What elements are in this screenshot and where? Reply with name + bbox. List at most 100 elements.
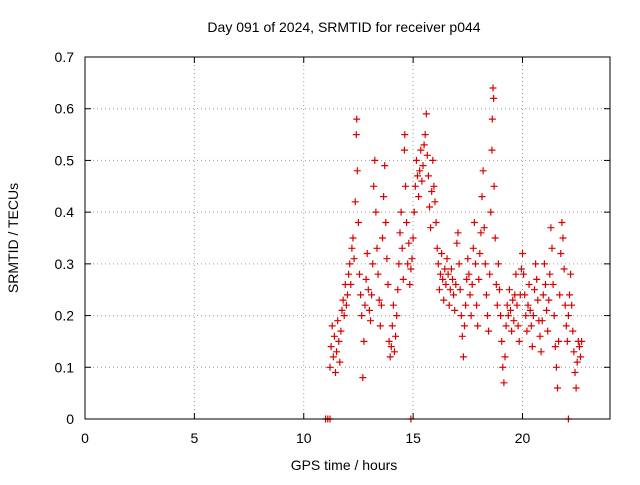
data-point bbox=[402, 182, 409, 190]
data-point bbox=[330, 332, 338, 340]
data-point bbox=[577, 353, 584, 361]
y-tick-label: 0.6 bbox=[55, 101, 75, 117]
data-point bbox=[344, 291, 351, 299]
data-point bbox=[497, 312, 505, 320]
data-point bbox=[573, 358, 581, 366]
data-point bbox=[340, 312, 348, 320]
grid-lines bbox=[85, 57, 610, 419]
data-point bbox=[533, 275, 541, 283]
data-point bbox=[420, 141, 428, 149]
data-point bbox=[575, 343, 583, 351]
data-point bbox=[469, 244, 477, 252]
data-point bbox=[549, 281, 557, 288]
data-point bbox=[401, 131, 409, 139]
data-point bbox=[421, 131, 429, 139]
data-point bbox=[424, 172, 432, 180]
data-point bbox=[387, 343, 395, 351]
data-point bbox=[399, 275, 407, 283]
data-point bbox=[537, 348, 545, 356]
data-point bbox=[490, 94, 498, 102]
data-point bbox=[468, 281, 476, 288]
axis-ticks: 0 0.1 0.2 0.3 0.4 0.5 0.6 0.7 0 5 10 15 20 bbox=[55, 49, 610, 446]
y-tick-label: 0.5 bbox=[55, 152, 75, 168]
data-point bbox=[503, 301, 511, 309]
data-point bbox=[328, 322, 336, 330]
data-point bbox=[527, 322, 535, 330]
data-point bbox=[562, 322, 570, 330]
data-point bbox=[351, 198, 359, 206]
data-point bbox=[409, 234, 417, 242]
data-point bbox=[500, 379, 508, 387]
data-point bbox=[410, 208, 418, 216]
y-axis-label: SRMTID / TECUs bbox=[5, 183, 21, 293]
data-point bbox=[440, 296, 448, 304]
data-point bbox=[555, 337, 563, 345]
data-point bbox=[491, 234, 499, 242]
x-tick-label: 5 bbox=[190, 430, 198, 446]
data-point bbox=[428, 188, 436, 195]
data-point bbox=[375, 296, 383, 304]
data-point bbox=[523, 327, 531, 335]
data-point bbox=[524, 301, 532, 309]
data-point bbox=[540, 260, 548, 268]
data-point bbox=[354, 219, 362, 226]
data-point bbox=[426, 203, 433, 211]
data-point bbox=[442, 281, 450, 288]
data-point bbox=[417, 146, 425, 154]
data-point bbox=[358, 312, 366, 320]
data-point bbox=[353, 167, 361, 175]
data-point bbox=[578, 337, 586, 345]
data-point bbox=[528, 343, 536, 351]
data-point bbox=[434, 260, 442, 268]
data-point bbox=[475, 275, 483, 283]
data-point bbox=[525, 281, 533, 288]
data-point bbox=[534, 296, 542, 304]
data-point bbox=[454, 229, 462, 237]
data-point bbox=[433, 244, 441, 252]
data-point bbox=[377, 301, 385, 309]
data-point bbox=[522, 312, 530, 320]
data-point bbox=[515, 337, 523, 345]
data-point bbox=[423, 151, 431, 159]
data-point bbox=[526, 306, 534, 314]
data-point bbox=[513, 301, 521, 309]
data-point bbox=[544, 327, 552, 335]
data-point bbox=[558, 219, 566, 226]
data-point bbox=[486, 270, 494, 278]
data-point bbox=[509, 296, 517, 304]
data-point bbox=[360, 337, 368, 345]
data-point bbox=[531, 286, 538, 294]
data-point bbox=[411, 182, 419, 190]
data-point bbox=[391, 348, 398, 356]
data-point bbox=[384, 281, 392, 288]
data-point bbox=[437, 270, 444, 278]
data-point bbox=[406, 281, 414, 288]
data-point bbox=[566, 291, 573, 299]
data-point bbox=[476, 250, 484, 257]
data-point bbox=[334, 317, 342, 325]
data-point bbox=[539, 291, 547, 299]
data-point bbox=[336, 358, 344, 366]
data-point bbox=[352, 131, 360, 139]
data-point bbox=[418, 177, 426, 185]
data-point bbox=[482, 291, 490, 299]
data-point bbox=[563, 337, 571, 345]
data-point bbox=[370, 182, 378, 190]
data-point bbox=[380, 193, 388, 201]
data-point bbox=[455, 260, 463, 268]
data-point bbox=[449, 275, 456, 283]
data-point bbox=[393, 312, 401, 320]
data-point bbox=[512, 270, 520, 278]
data-point bbox=[439, 275, 447, 283]
data-point bbox=[372, 208, 380, 216]
data-point bbox=[415, 193, 423, 201]
data-point bbox=[462, 301, 470, 309]
data-point bbox=[443, 255, 451, 263]
y-tick-label: 0 bbox=[66, 411, 74, 427]
data-point bbox=[350, 255, 358, 263]
data-point bbox=[367, 317, 374, 325]
data-point bbox=[536, 332, 544, 340]
data-point bbox=[412, 156, 420, 164]
data-point bbox=[345, 270, 353, 278]
